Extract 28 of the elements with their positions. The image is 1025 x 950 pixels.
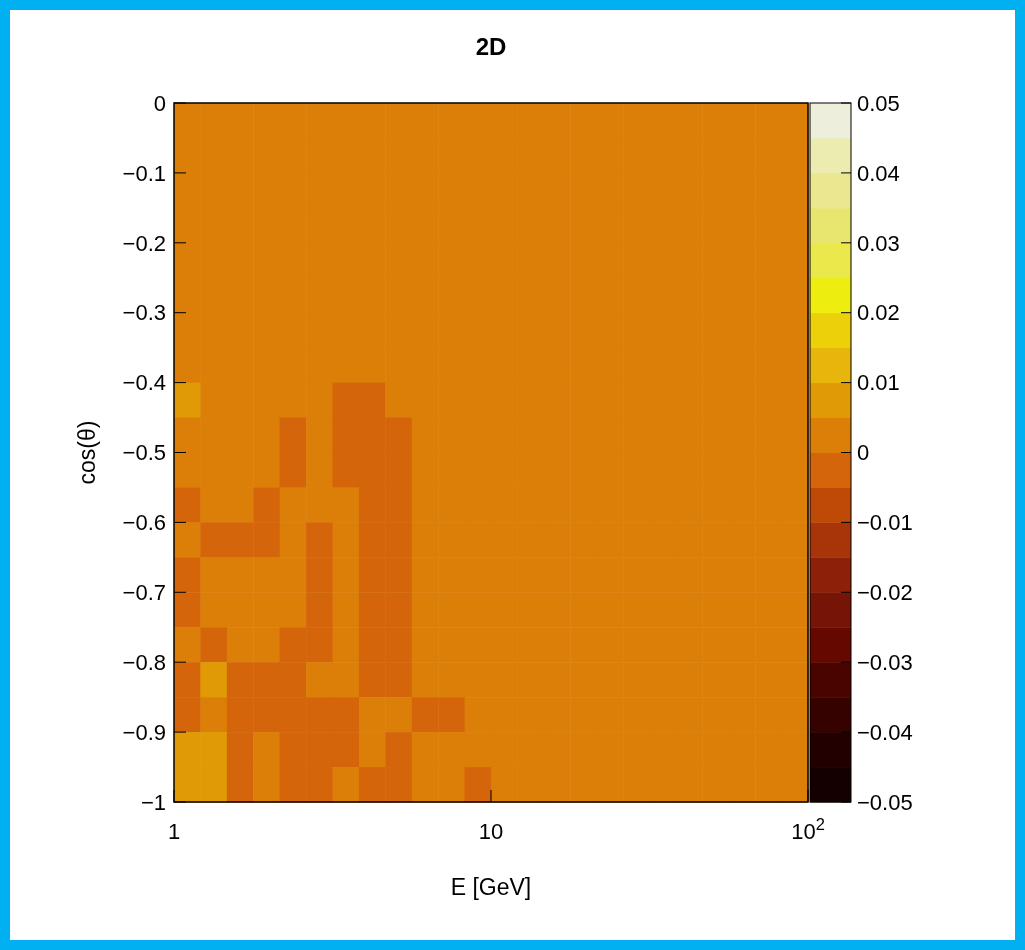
y-tick-label: −0.7	[122, 580, 166, 605]
y-axis-title: cos(θ)	[74, 420, 100, 485]
y-tick-label: −0.2	[122, 230, 166, 256]
color-bar-label: −0.01	[857, 510, 913, 536]
color-bar-label: 0.04	[857, 160, 900, 186]
y-tick-label: −0.8	[122, 649, 166, 675]
y-tick-label: −0.1	[122, 160, 166, 186]
color-bar-label: 0.03	[857, 230, 900, 256]
y-tick-label: −0.6	[122, 510, 166, 536]
color-bar-label: 0	[857, 440, 870, 466]
y-tick-label: −0.9	[122, 719, 166, 745]
x-tick-label: 1	[167, 819, 181, 844]
y-tick-label: −0.3	[122, 300, 166, 326]
color-bar-label: −0.02	[857, 580, 913, 605]
color-bar-label: 0.01	[857, 370, 900, 396]
y-tick-label: −0.4	[122, 370, 166, 396]
color-bar-label: 0.02	[857, 300, 900, 326]
color-bar-label: −0.04	[857, 719, 913, 745]
x-tick-label: 10$^{2}$	[791, 815, 825, 844]
color-bar-label: −0.05	[857, 789, 913, 815]
x-tick-label: 10	[478, 819, 504, 844]
color-bar-label: 0.05	[857, 90, 900, 116]
y-tick-label: −0.5	[122, 440, 166, 466]
chart-title: 2D	[475, 33, 507, 60]
color-bar-label: −0.03	[857, 649, 913, 675]
y-tick-label: 0	[153, 90, 166, 116]
x-axis-title: E [GeV]	[450, 874, 532, 900]
y-tick-label: −1	[140, 789, 166, 815]
